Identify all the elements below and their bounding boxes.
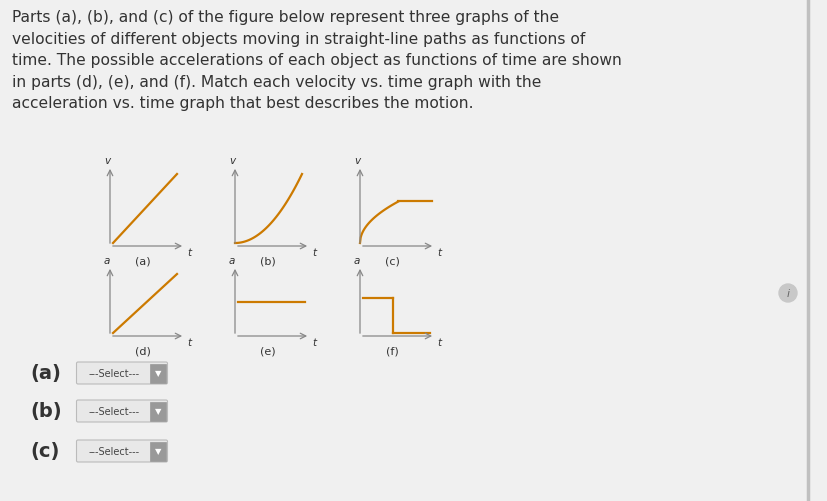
Text: (a): (a) (135, 257, 151, 267)
Text: t: t (312, 247, 316, 258)
Text: v: v (353, 156, 360, 166)
Text: i: i (786, 289, 789, 299)
FancyBboxPatch shape (150, 402, 165, 421)
Text: t: t (312, 337, 316, 347)
Text: a: a (103, 256, 110, 266)
Text: ▼: ▼ (155, 407, 161, 416)
Text: (b): (b) (260, 257, 275, 267)
Text: v: v (104, 156, 110, 166)
Text: (b): (b) (30, 402, 61, 421)
Text: v: v (228, 156, 235, 166)
Text: ▼: ▼ (155, 446, 161, 455)
Text: (d): (d) (135, 346, 151, 356)
Text: t: t (187, 337, 191, 347)
Text: a: a (228, 256, 235, 266)
FancyBboxPatch shape (150, 441, 165, 460)
Text: ▼: ▼ (155, 369, 161, 378)
FancyBboxPatch shape (150, 364, 165, 383)
Text: (a): (a) (30, 364, 61, 383)
Text: ---Select---: ---Select--- (88, 406, 140, 416)
FancyBboxPatch shape (76, 440, 167, 462)
Text: (c): (c) (30, 441, 60, 460)
Text: (f): (f) (385, 346, 399, 356)
Text: t: t (187, 247, 191, 258)
Text: Parts (a), (b), and (c) of the figure below represent three graphs of the
veloci: Parts (a), (b), and (c) of the figure be… (12, 10, 621, 111)
FancyBboxPatch shape (76, 362, 167, 384)
Text: a: a (353, 256, 360, 266)
FancyBboxPatch shape (76, 400, 167, 422)
Text: t: t (437, 337, 441, 347)
Text: (c): (c) (385, 257, 399, 267)
Circle shape (778, 285, 796, 303)
Text: ---Select---: ---Select--- (88, 368, 140, 378)
Text: ---Select---: ---Select--- (88, 446, 140, 456)
Text: (e): (e) (260, 346, 275, 356)
Text: t: t (437, 247, 441, 258)
